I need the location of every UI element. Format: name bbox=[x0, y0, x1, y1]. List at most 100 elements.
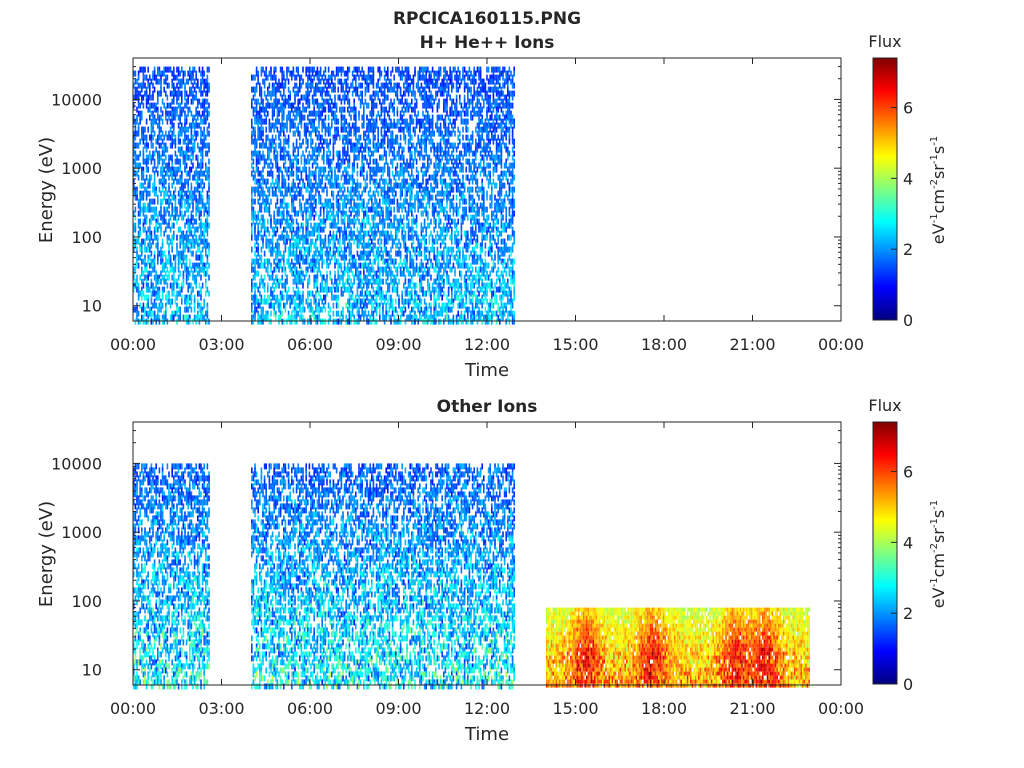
flux-cell bbox=[311, 206, 314, 213]
flux-cell bbox=[173, 234, 175, 241]
flux-cell bbox=[303, 166, 306, 173]
flux-cell bbox=[377, 278, 379, 285]
flux-cell bbox=[316, 246, 319, 253]
flux-cell bbox=[364, 142, 367, 149]
flux-cell bbox=[343, 174, 346, 181]
flux-cell bbox=[342, 138, 344, 145]
flux-cell bbox=[406, 186, 408, 193]
flux-cell bbox=[401, 114, 403, 121]
flux-cell bbox=[160, 82, 162, 89]
flux-cell bbox=[278, 78, 280, 85]
flux-cell bbox=[200, 306, 202, 313]
flux-cell bbox=[412, 226, 415, 233]
flux-cell bbox=[257, 318, 259, 325]
flux-cell bbox=[284, 182, 287, 189]
flux-cell bbox=[327, 262, 330, 269]
flux-cell bbox=[327, 286, 330, 293]
flux-cell bbox=[327, 178, 330, 185]
flux-cell bbox=[359, 182, 362, 189]
flux-cell bbox=[150, 126, 153, 133]
flux-cell bbox=[363, 262, 365, 269]
flux-cell bbox=[371, 98, 373, 105]
flux-cell bbox=[161, 218, 164, 225]
flux-cell bbox=[345, 170, 347, 177]
flux-cell bbox=[385, 270, 387, 277]
flux-cell bbox=[257, 234, 259, 241]
flux-cell bbox=[193, 138, 196, 145]
flux-cell bbox=[371, 310, 373, 317]
flux-cell bbox=[318, 118, 320, 125]
flux-cell bbox=[139, 190, 141, 197]
flux-cell bbox=[393, 186, 395, 193]
flux-cell bbox=[251, 162, 253, 169]
flux-cell bbox=[291, 314, 293, 321]
flux-cell bbox=[347, 274, 349, 281]
flux-cell bbox=[369, 138, 371, 145]
flux-cell bbox=[255, 138, 258, 145]
flux-cell bbox=[206, 314, 209, 321]
flux-cell bbox=[291, 106, 293, 113]
flux-cell bbox=[257, 130, 259, 137]
flux-cell bbox=[382, 230, 384, 237]
flux-cell bbox=[299, 270, 301, 277]
flux-cell bbox=[391, 278, 394, 285]
flux-cell bbox=[289, 314, 291, 321]
flux-cell bbox=[286, 66, 288, 73]
flux-cell bbox=[176, 170, 178, 177]
flux-cell bbox=[179, 310, 181, 317]
flux-cell bbox=[404, 138, 407, 145]
flux-cell bbox=[184, 182, 186, 189]
flux-cell bbox=[351, 262, 354, 269]
flux-cell bbox=[305, 106, 307, 113]
flux-cell bbox=[383, 238, 386, 245]
flux-cell bbox=[208, 110, 210, 117]
flux-cell bbox=[181, 238, 183, 245]
flux-cell bbox=[283, 150, 285, 157]
flux-cell bbox=[286, 170, 288, 177]
flux-cell bbox=[158, 142, 161, 149]
flux-cell bbox=[342, 66, 344, 73]
flux-cell bbox=[311, 170, 314, 177]
flux-cell bbox=[263, 202, 266, 209]
flux-cell bbox=[326, 270, 328, 277]
flux-cell bbox=[257, 198, 259, 205]
flux-cell bbox=[263, 206, 266, 213]
flux-cell bbox=[315, 174, 317, 181]
flux-cell bbox=[281, 190, 283, 197]
flux-cell bbox=[201, 202, 204, 209]
flux-cell bbox=[367, 242, 370, 249]
flux-cell bbox=[337, 158, 339, 165]
flux-cell bbox=[145, 174, 148, 181]
flux-cell bbox=[273, 266, 275, 273]
flux-cell bbox=[351, 194, 354, 201]
flux-cell bbox=[179, 126, 181, 133]
flux-cell bbox=[342, 250, 344, 257]
flux-cell bbox=[251, 134, 253, 141]
flux-cell bbox=[158, 278, 161, 285]
flux-cell bbox=[203, 138, 205, 145]
flux-cell bbox=[313, 158, 315, 165]
flux-cell bbox=[133, 238, 135, 245]
flux-cell bbox=[412, 282, 415, 289]
flux-cell bbox=[187, 110, 189, 117]
flux-cell bbox=[297, 158, 299, 165]
flux-cell bbox=[279, 146, 282, 153]
flux-cell bbox=[307, 186, 309, 193]
flux-cell bbox=[292, 194, 295, 201]
flux-cell bbox=[257, 286, 259, 293]
flux-cell bbox=[313, 150, 315, 157]
flux-cell bbox=[144, 266, 146, 273]
flux-cell bbox=[291, 242, 293, 249]
flux-cell bbox=[406, 86, 408, 93]
flux-cell bbox=[198, 198, 201, 205]
flux-cell bbox=[169, 190, 172, 197]
flux-cell bbox=[198, 146, 201, 153]
flux-cell bbox=[374, 198, 376, 205]
flux-cell bbox=[387, 182, 389, 189]
flux-cell bbox=[147, 310, 149, 317]
flux-cell bbox=[283, 210, 285, 217]
flux-cell bbox=[343, 70, 346, 77]
flux-cell bbox=[404, 238, 407, 245]
flux-cell bbox=[294, 242, 296, 249]
flux-cell bbox=[171, 286, 173, 293]
